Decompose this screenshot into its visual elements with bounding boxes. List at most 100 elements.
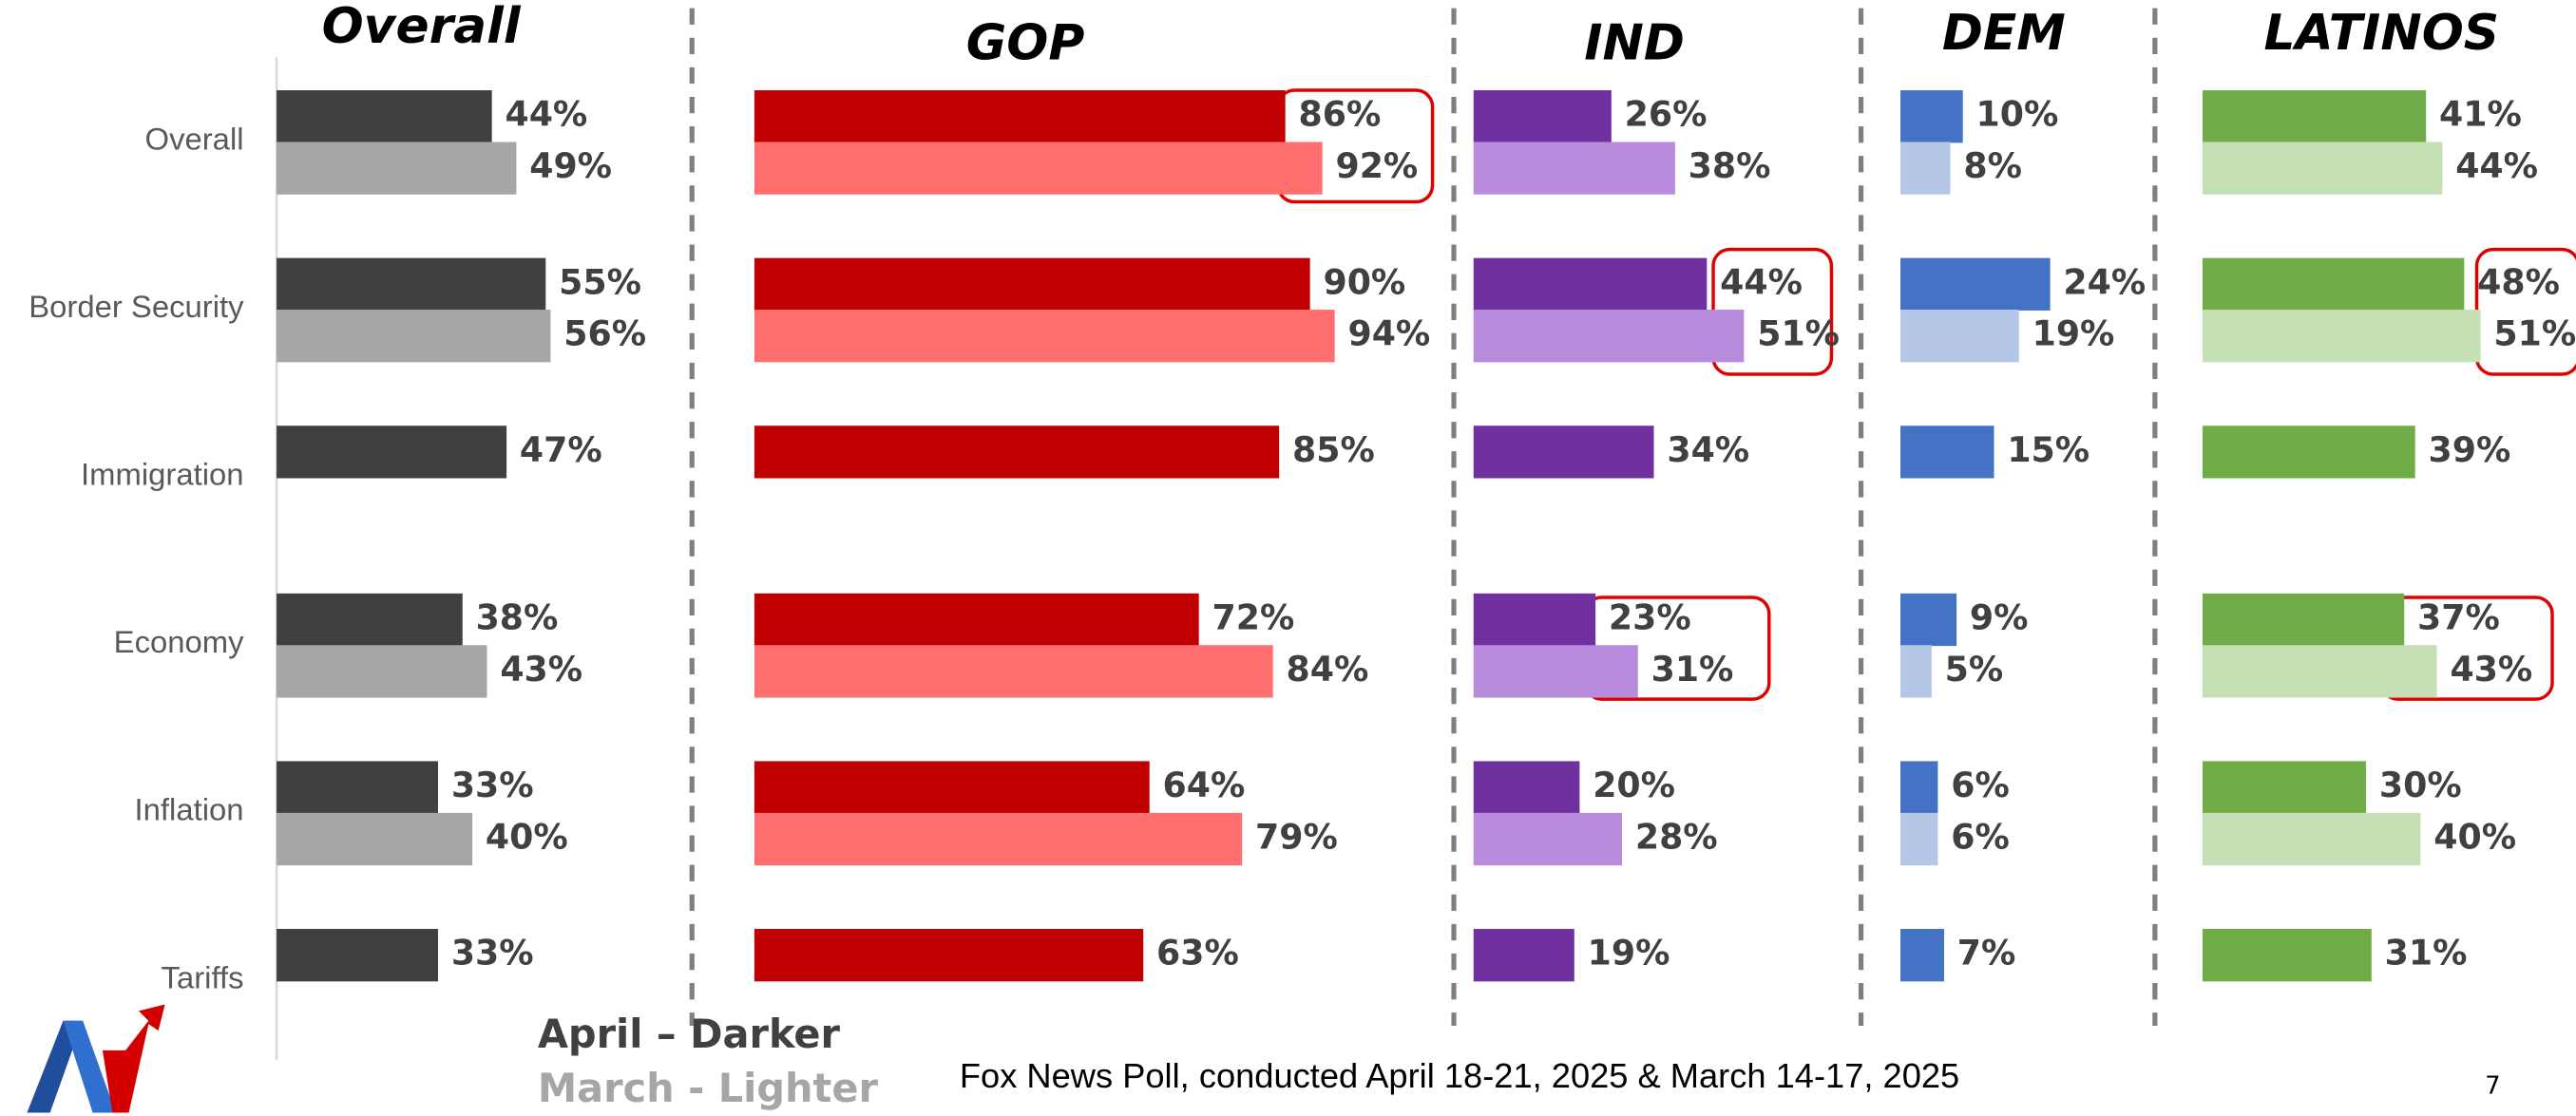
value-label: 86% (1298, 94, 1381, 135)
value-label: 9% (1970, 596, 2029, 637)
value-label: 55% (559, 261, 641, 302)
value-label: 44% (505, 94, 587, 135)
legend-march: March - Lighter (538, 1066, 879, 1111)
value-label: 40% (486, 816, 568, 857)
value-label: 94% (1347, 313, 1430, 354)
value-label: 90% (1323, 261, 1405, 302)
bar (1473, 761, 1580, 814)
value-label: 43% (500, 649, 582, 690)
bar (1900, 761, 1938, 814)
bar (754, 761, 1150, 814)
bar (1900, 257, 2051, 311)
value-label: 43% (2450, 649, 2532, 690)
panel-title: Overall (322, 0, 522, 55)
bar (2202, 90, 2427, 143)
panel-title: LATINOS (2264, 5, 2500, 62)
bar (277, 257, 546, 311)
value-label: 92% (1335, 145, 1418, 186)
footnote: Fox News Poll, conducted April 18-21, 20… (960, 1056, 1959, 1095)
bar (754, 310, 1335, 363)
bar (277, 310, 551, 363)
bar (1473, 645, 1638, 698)
bar (1900, 426, 1994, 479)
bar (1473, 426, 1654, 479)
value-label: 10% (1976, 94, 2059, 135)
value-label: 30% (2379, 765, 2462, 805)
page-number: 7 (2485, 1071, 2500, 1100)
value-label: 28% (1635, 816, 1718, 857)
value-label: 79% (1255, 816, 1338, 857)
bar (754, 929, 1144, 982)
value-label: 72% (1212, 596, 1295, 637)
bar (1900, 310, 2019, 363)
legend-april: April – Darker (538, 1012, 841, 1057)
bar (754, 426, 1280, 479)
bar (2202, 645, 2437, 698)
bar (1900, 142, 1951, 195)
value-label: 38% (476, 596, 559, 637)
logo (27, 1004, 165, 1113)
value-label: 34% (1667, 429, 1749, 470)
bar (754, 257, 1310, 311)
value-label: 6% (1951, 816, 2010, 857)
value-label: 6% (1951, 765, 2010, 805)
bar (2202, 142, 2443, 195)
value-label: 56% (563, 313, 646, 354)
category-label: Inflation (135, 792, 244, 827)
category-label: Border Security (29, 289, 244, 324)
bar (277, 761, 439, 814)
value-label: 19% (1588, 933, 1670, 974)
value-label: 19% (2032, 313, 2115, 354)
value-label: 5% (1945, 649, 2004, 690)
value-label: 24% (2063, 261, 2146, 302)
panel-title: DEM (1942, 5, 2066, 62)
bar (2202, 426, 2415, 479)
separators (689, 8, 2158, 1026)
panel-title: IND (1584, 14, 1685, 71)
bar (277, 142, 517, 195)
bar (2202, 929, 2372, 982)
value-label: 44% (2455, 145, 2538, 186)
bar (277, 929, 439, 982)
bar (754, 593, 1199, 647)
bar (1473, 90, 1612, 143)
bar (1473, 257, 1708, 311)
value-label: 63% (1156, 933, 1239, 974)
value-label: 20% (1593, 765, 1675, 805)
value-label: 7% (1957, 933, 2016, 974)
bar (1473, 593, 1596, 647)
bar (2202, 257, 2465, 311)
value-label: 51% (1757, 313, 1840, 354)
value-label: 51% (2493, 313, 2576, 354)
bar (1473, 310, 1745, 363)
value-label: 38% (1689, 145, 1771, 186)
bar (2202, 812, 2421, 866)
value-label: 39% (2429, 429, 2511, 470)
bar (2202, 310, 2481, 363)
bar (277, 593, 463, 647)
category-label: Overall (145, 121, 244, 156)
bar (1900, 645, 1932, 698)
value-label: 26% (1625, 94, 1708, 135)
value-label: 31% (2385, 933, 2468, 974)
value-label: 40% (2433, 816, 2516, 857)
category-label: Economy (114, 624, 244, 659)
category-label: Tariffs (162, 959, 244, 994)
value-label: 15% (2007, 429, 2089, 470)
bar (754, 90, 1286, 143)
bar (754, 812, 1243, 866)
value-label: 47% (520, 429, 602, 470)
value-label: 48% (2477, 261, 2560, 302)
value-label: 31% (1651, 649, 1734, 690)
value-label: 84% (1286, 649, 1368, 690)
bar (1900, 812, 1938, 866)
value-label: 44% (1720, 261, 1803, 302)
value-label: 41% (2439, 94, 2522, 135)
bar (754, 142, 1323, 195)
panel-title: GOP (966, 14, 1085, 71)
value-label: 64% (1163, 765, 1246, 805)
bar (754, 645, 1273, 698)
bar (1900, 90, 1963, 143)
value-label: 85% (1292, 429, 1375, 470)
bar (2202, 593, 2405, 647)
